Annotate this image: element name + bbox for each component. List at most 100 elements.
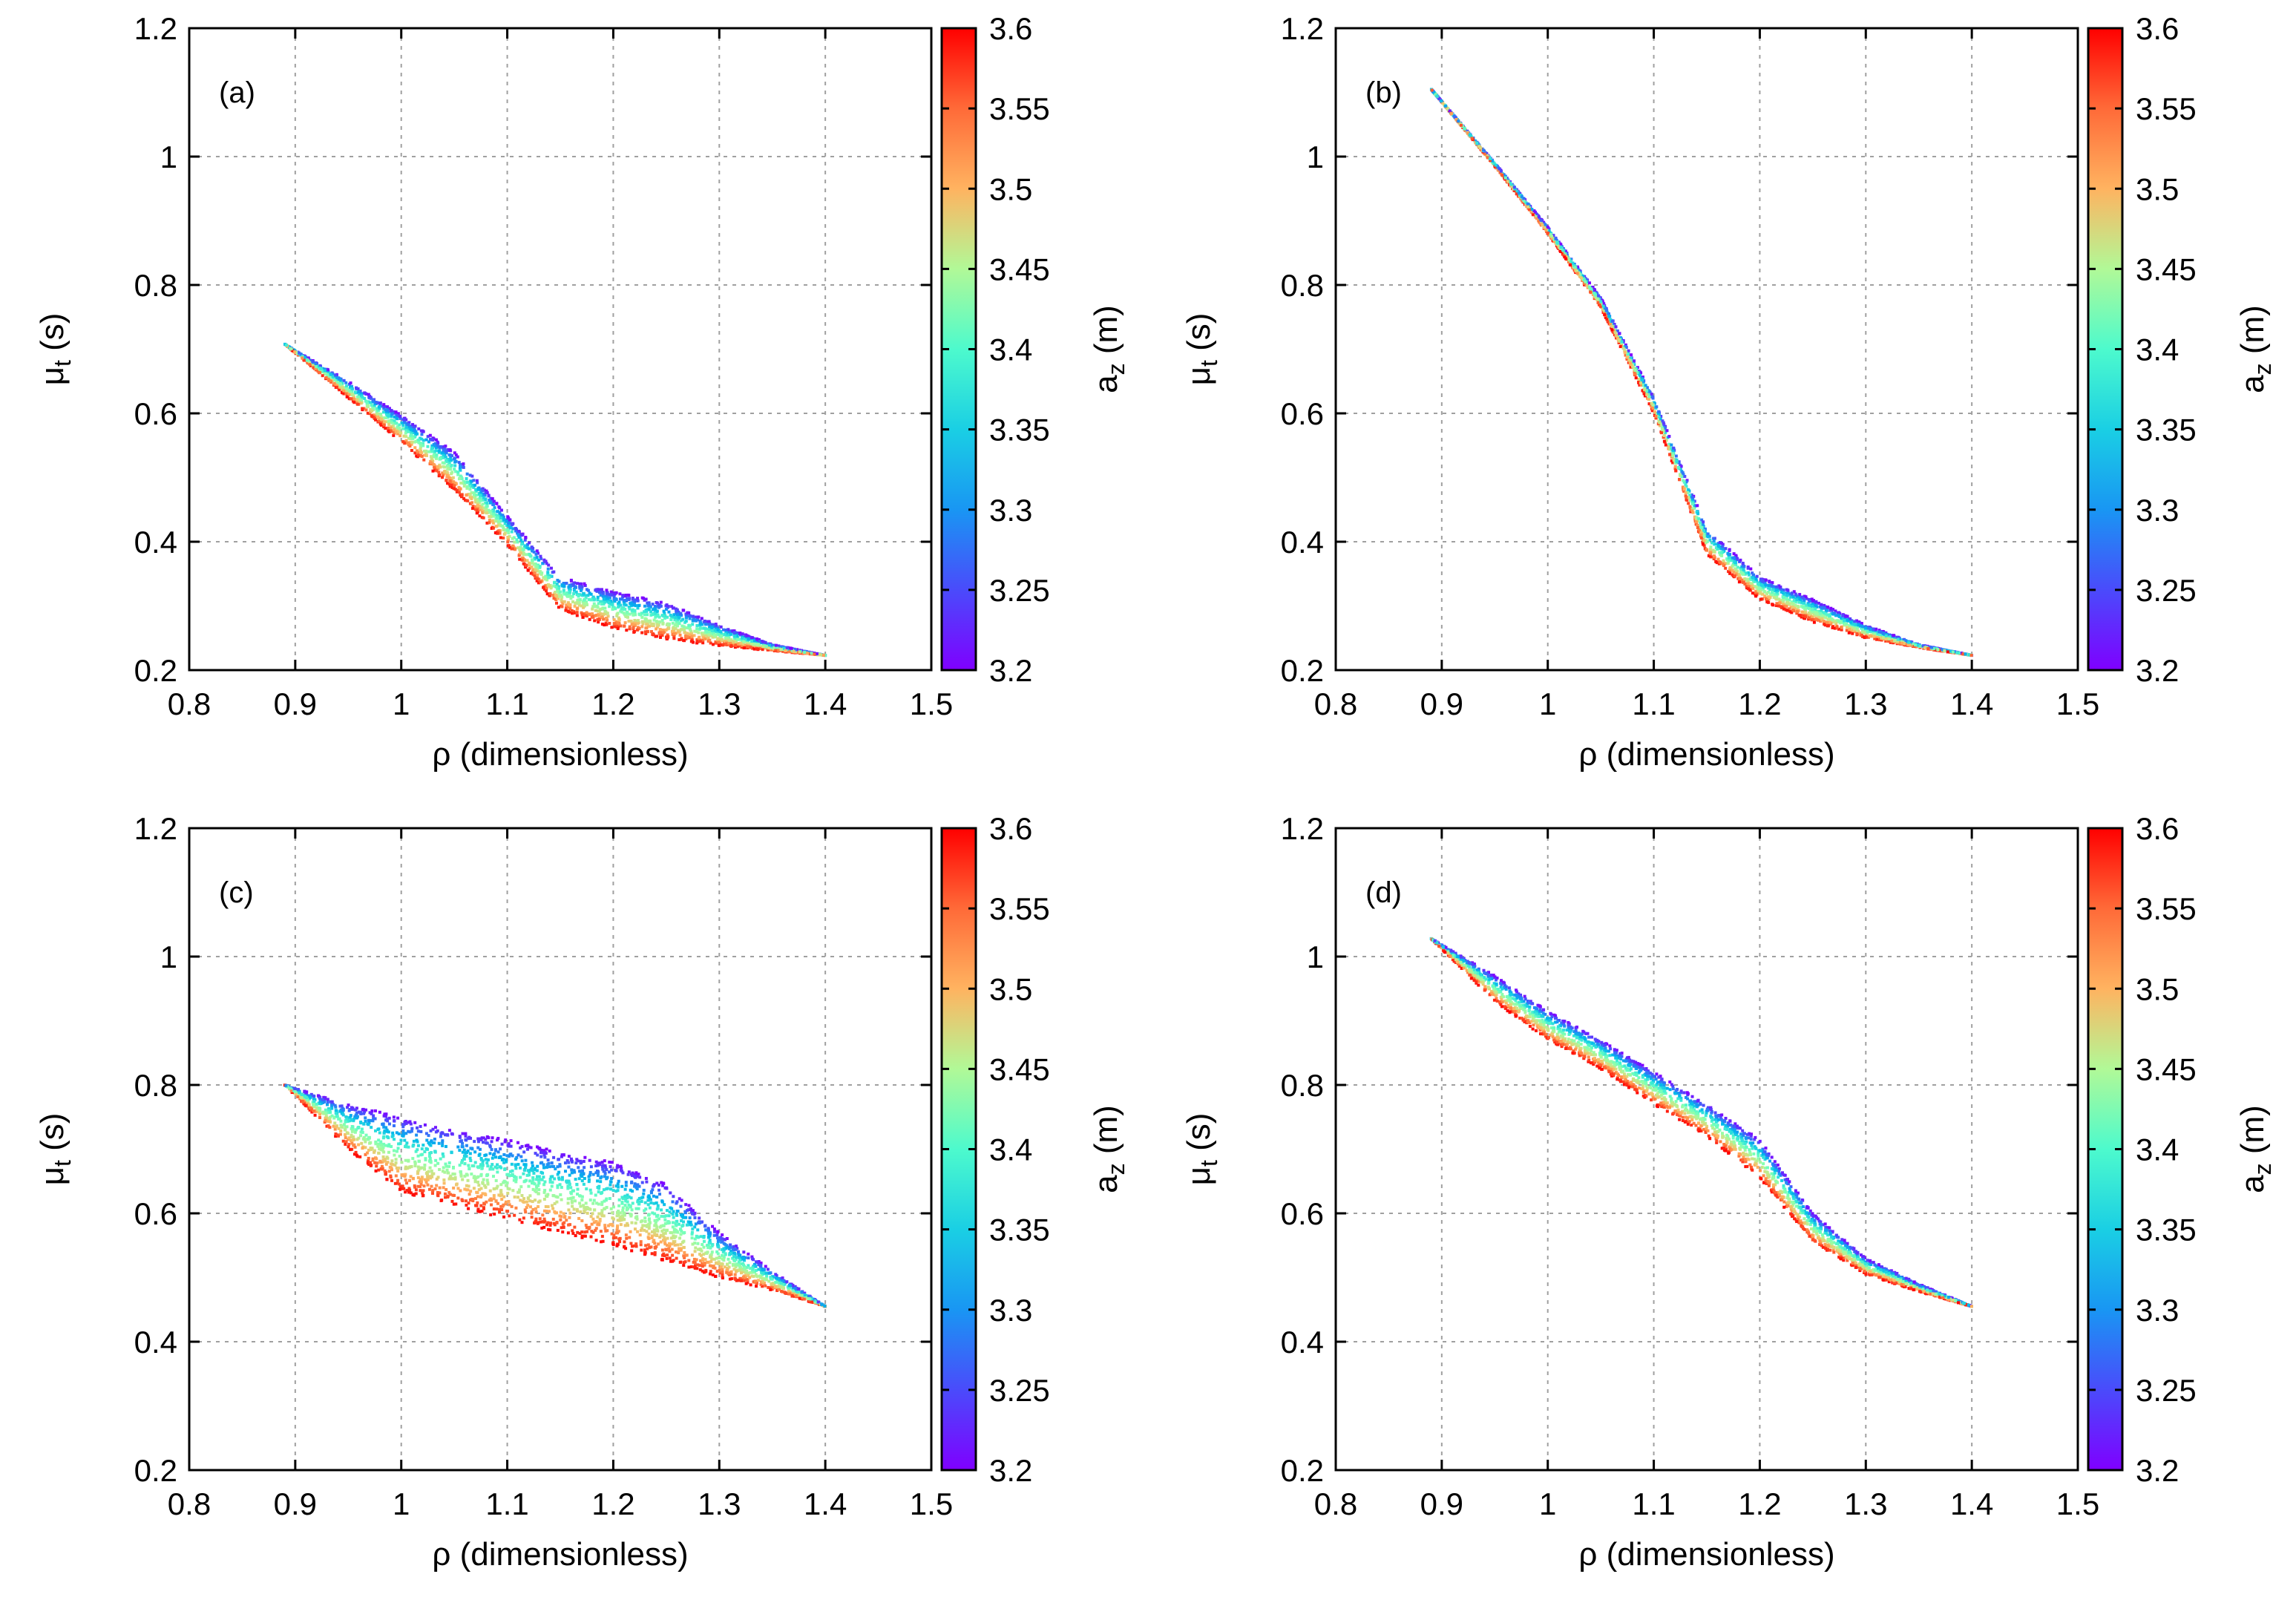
data-point [589,592,593,596]
data-point [400,421,404,424]
data-point [630,603,634,606]
data-point [634,620,638,623]
data-point [1844,622,1848,626]
data-point [1788,607,1791,611]
data-point [1578,269,1582,273]
data-point [772,646,775,650]
data-point [381,422,384,425]
data-point [613,592,617,596]
data-point [1759,579,1763,583]
data-point [1732,570,1736,574]
data-point [393,430,396,434]
data-point [335,385,338,389]
data-point [1610,328,1614,332]
data-point [367,404,370,408]
data-point [601,606,605,610]
data-point [352,401,356,404]
data-point [578,586,582,590]
data-point [394,430,398,433]
data-point [1679,473,1682,477]
data-point [672,606,675,610]
data-point [719,625,723,629]
data-point [411,423,415,427]
data-point [692,640,695,644]
data-point [401,427,405,430]
data-point [371,399,375,402]
data-point [387,421,390,424]
data-point [424,449,428,453]
data-point [1800,605,1803,609]
colorbar-tick-label: 3.55 [989,91,1050,126]
data-point [725,632,729,636]
data-point [387,429,390,433]
data-point [391,421,395,424]
data-point [1689,507,1693,511]
data-point [557,580,561,583]
data-point [578,585,582,588]
data-point [1777,584,1781,588]
data-point [306,356,310,360]
data-point [614,597,618,601]
data-point [357,390,361,394]
data-point [402,434,406,438]
data-point [1742,570,1746,574]
data-point [716,630,720,634]
data-point [327,368,330,372]
data-point [678,638,681,642]
data-point [1663,429,1667,433]
data-point [1485,154,1489,157]
data-point [491,496,494,500]
data-point [665,635,669,639]
data-point [767,646,770,650]
data-point [361,407,364,410]
data-point [694,615,698,619]
data-point [488,515,491,519]
data-point [721,638,724,642]
data-point [1751,584,1754,588]
data-point [540,571,544,575]
x-tick-label: 1.5 [910,686,953,721]
data-point [384,410,388,414]
data-point [647,624,651,628]
data-point [441,450,445,454]
data-point [713,623,717,627]
data-point [689,640,693,643]
data-point [519,551,522,555]
data-point [628,627,632,631]
data-point [619,609,623,613]
data-point [1833,620,1837,623]
data-point [643,620,647,623]
data-point [308,363,312,367]
data-point [437,470,441,474]
data-point [732,642,736,646]
data-point [401,418,405,422]
data-point [617,602,620,606]
data-point [370,396,373,400]
data-point [370,409,374,413]
data-point [1791,606,1795,609]
data-point [448,457,452,461]
data-point [1491,159,1495,163]
data-point [525,563,528,567]
data-point [1466,131,1470,135]
data-point [541,562,545,565]
data-point [547,563,551,567]
data-point [763,646,767,650]
data-point [627,606,631,609]
data-point [586,603,589,606]
data-point [634,623,637,627]
data-point [476,500,479,504]
data-point [1685,498,1689,502]
data-point [571,611,574,615]
data-point [470,474,474,478]
data-point [1696,523,1699,527]
data-point [1664,438,1668,442]
data-point [1588,285,1592,289]
data-point [752,647,756,651]
data-point [1774,592,1777,596]
data-point [1719,551,1723,554]
data-point [1805,613,1809,617]
data-point [502,518,506,522]
data-point [629,604,633,608]
data-point [1864,632,1868,636]
